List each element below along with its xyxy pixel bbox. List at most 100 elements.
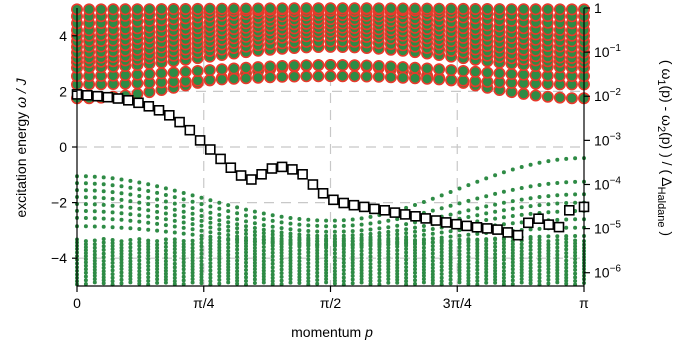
- data-point-lower: [110, 257, 115, 262]
- data-point-lower: [555, 209, 560, 214]
- data-point-lower: [83, 195, 88, 200]
- data-point-lower: [163, 193, 168, 197]
- data-point-lower: [279, 230, 284, 235]
- data-point-lower: [332, 240, 337, 245]
- data-point-lower: [564, 243, 569, 248]
- data-point-lower: [208, 198, 213, 203]
- data-point-lower: [457, 245, 462, 250]
- data-point-lower: [226, 238, 231, 243]
- data-point-lower: [332, 229, 337, 234]
- data-point-lower: [261, 262, 266, 267]
- data-point-lower: [421, 232, 426, 237]
- data-point-lower: [493, 173, 498, 178]
- data-point-lower: [324, 238, 329, 243]
- data-point-lower: [546, 260, 551, 265]
- data-point-upper: [300, 59, 313, 72]
- data-point-lower: [421, 280, 426, 285]
- data-point-lower: [172, 207, 177, 212]
- data-point-lower: [528, 281, 533, 286]
- data-point-lower: [573, 279, 578, 283]
- data-point-upper: [143, 68, 156, 81]
- data-point-lower: [279, 282, 284, 287]
- data-point-lower: [252, 229, 257, 234]
- data-point-lower: [199, 281, 204, 286]
- data-point-lower: [493, 248, 498, 253]
- data-point-lower: [493, 191, 498, 196]
- data-point-lower: [404, 227, 409, 232]
- y-right-tick-label: 10−5: [594, 220, 621, 237]
- data-point-lower: [110, 260, 115, 265]
- data-point-lower: [155, 190, 160, 195]
- data-point-lower: [546, 245, 551, 250]
- data-point-lower: [421, 224, 426, 228]
- data-point-lower: [350, 233, 355, 238]
- data-point-lower: [315, 257, 320, 262]
- data-point-lower: [510, 267, 515, 272]
- data-point-lower: [395, 223, 400, 228]
- data-point-lower: [217, 200, 222, 205]
- data-point-lower: [92, 238, 97, 243]
- data-point-lower: [546, 159, 551, 164]
- data-point-lower: [261, 211, 266, 216]
- data-point-lower: [155, 267, 160, 272]
- data-point-lower: [368, 214, 373, 219]
- data-point-lower: [341, 247, 346, 252]
- data-point-lower: [306, 257, 311, 262]
- data-point-square: [369, 203, 380, 215]
- data-point-lower: [163, 277, 168, 282]
- data-point-lower: [181, 274, 186, 279]
- data-point-lower: [350, 263, 355, 268]
- data-point-lower: [493, 268, 498, 273]
- data-point-lower: [493, 265, 498, 270]
- data-point-lower: [324, 262, 329, 266]
- data-point-lower: [519, 197, 524, 202]
- data-point-lower: [421, 245, 426, 250]
- data-point-lower: [448, 245, 453, 250]
- data-point-lower: [199, 237, 204, 242]
- data-point-lower: [226, 271, 231, 275]
- data-point-lower: [181, 257, 186, 262]
- data-point-lower: [137, 278, 142, 283]
- data-point-lower: [83, 263, 88, 268]
- data-point-upper: [203, 64, 216, 77]
- data-point-lower: [430, 255, 435, 260]
- data-point-upper: [469, 3, 482, 15]
- data-point-lower: [528, 259, 533, 263]
- data-point-upper: [336, 70, 349, 83]
- data-point-lower: [510, 260, 515, 265]
- data-point-lower: [466, 215, 471, 219]
- data-point-lower: [537, 268, 542, 273]
- data-point-upper: [324, 70, 337, 83]
- x-axis-label-text: momentum: [291, 324, 365, 340]
- data-point-lower: [252, 263, 257, 268]
- data-point-lower: [208, 204, 213, 209]
- data-point-lower: [573, 238, 578, 243]
- data-point-lower: [368, 243, 373, 248]
- data-point-lower: [190, 206, 195, 211]
- data-point-lower: [261, 271, 266, 276]
- data-point-lower: [555, 271, 560, 276]
- data-point-lower: [92, 174, 97, 179]
- data-point-lower: [155, 280, 160, 285]
- data-point-lower: [555, 274, 560, 279]
- data-point-lower: [350, 245, 355, 250]
- data-point-lower: [270, 254, 275, 259]
- data-point-lower: [430, 275, 435, 280]
- data-point-lower: [475, 250, 480, 255]
- data-point-lower: [501, 275, 506, 280]
- data-point-lower: [306, 243, 311, 248]
- data-point-lower: [484, 267, 489, 272]
- data-point-upper: [360, 2, 373, 15]
- data-point-lower: [430, 262, 435, 267]
- data-point-lower: [457, 265, 462, 270]
- data-point-lower: [359, 274, 364, 279]
- data-point-lower: [190, 267, 195, 272]
- data-point-lower: [430, 269, 435, 274]
- data-point-lower: [110, 238, 115, 242]
- data-point-lower: [368, 227, 373, 232]
- data-point-lower: [555, 259, 560, 264]
- data-point-lower: [128, 185, 133, 190]
- data-point-lower: [128, 280, 133, 285]
- data-point-lower: [252, 239, 257, 244]
- data-point-lower: [199, 244, 204, 249]
